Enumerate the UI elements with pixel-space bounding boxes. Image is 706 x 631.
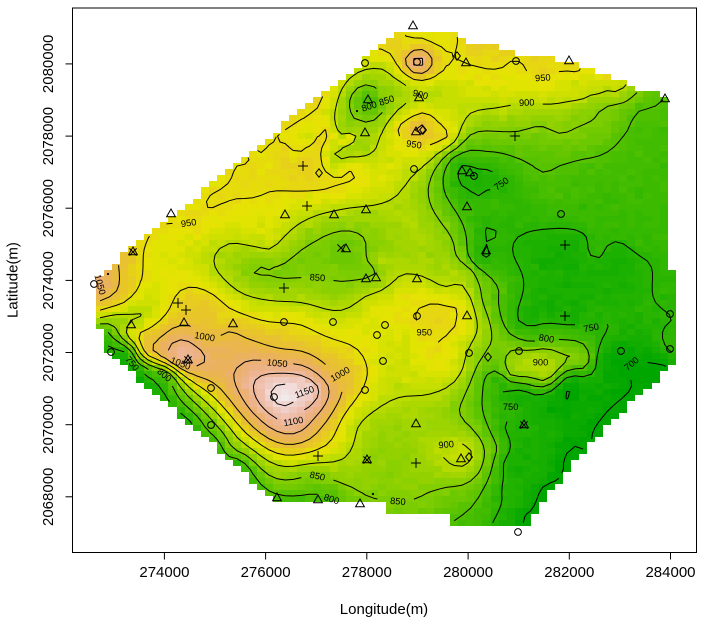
svg-text:2078000: 2078000 [40, 107, 57, 165]
svg-text:750: 750 [503, 402, 519, 412]
svg-text:2080000: 2080000 [40, 35, 57, 93]
svg-text:750: 750 [583, 322, 600, 335]
svg-text:900: 900 [519, 97, 535, 108]
svg-text:274000: 274000 [139, 564, 189, 581]
svg-text:950: 950 [180, 217, 197, 229]
svg-text:1050: 1050 [266, 357, 287, 369]
svg-text:800: 800 [538, 332, 555, 345]
svg-text:950: 950 [417, 328, 433, 338]
svg-text:2070000: 2070000 [40, 395, 57, 453]
svg-text:850: 850 [378, 93, 396, 107]
svg-text:280000: 280000 [443, 564, 493, 581]
svg-text:282000: 282000 [544, 564, 594, 581]
svg-text:2068000: 2068000 [40, 468, 57, 526]
svg-text:276000: 276000 [241, 564, 291, 581]
svg-text:1100: 1100 [283, 415, 304, 428]
svg-text:Latitude(m): Latitude(m) [5, 242, 22, 318]
svg-text:950: 950 [535, 72, 551, 83]
svg-text:284000: 284000 [645, 564, 695, 581]
svg-text:Longitude(m): Longitude(m) [340, 601, 428, 618]
svg-text:2076000: 2076000 [40, 179, 57, 237]
svg-text:278000: 278000 [342, 564, 392, 581]
svg-text:2072000: 2072000 [40, 323, 57, 381]
svg-text:900: 900 [533, 357, 549, 367]
svg-text:850: 850 [309, 272, 325, 283]
svg-text:950: 950 [406, 138, 423, 150]
svg-text:2074000: 2074000 [40, 251, 57, 309]
svg-text:850: 850 [390, 496, 406, 507]
svg-text:1000: 1000 [194, 330, 216, 343]
svg-text:900: 900 [438, 439, 454, 450]
svg-text:850: 850 [309, 470, 326, 483]
svg-text:800: 800 [323, 492, 341, 506]
